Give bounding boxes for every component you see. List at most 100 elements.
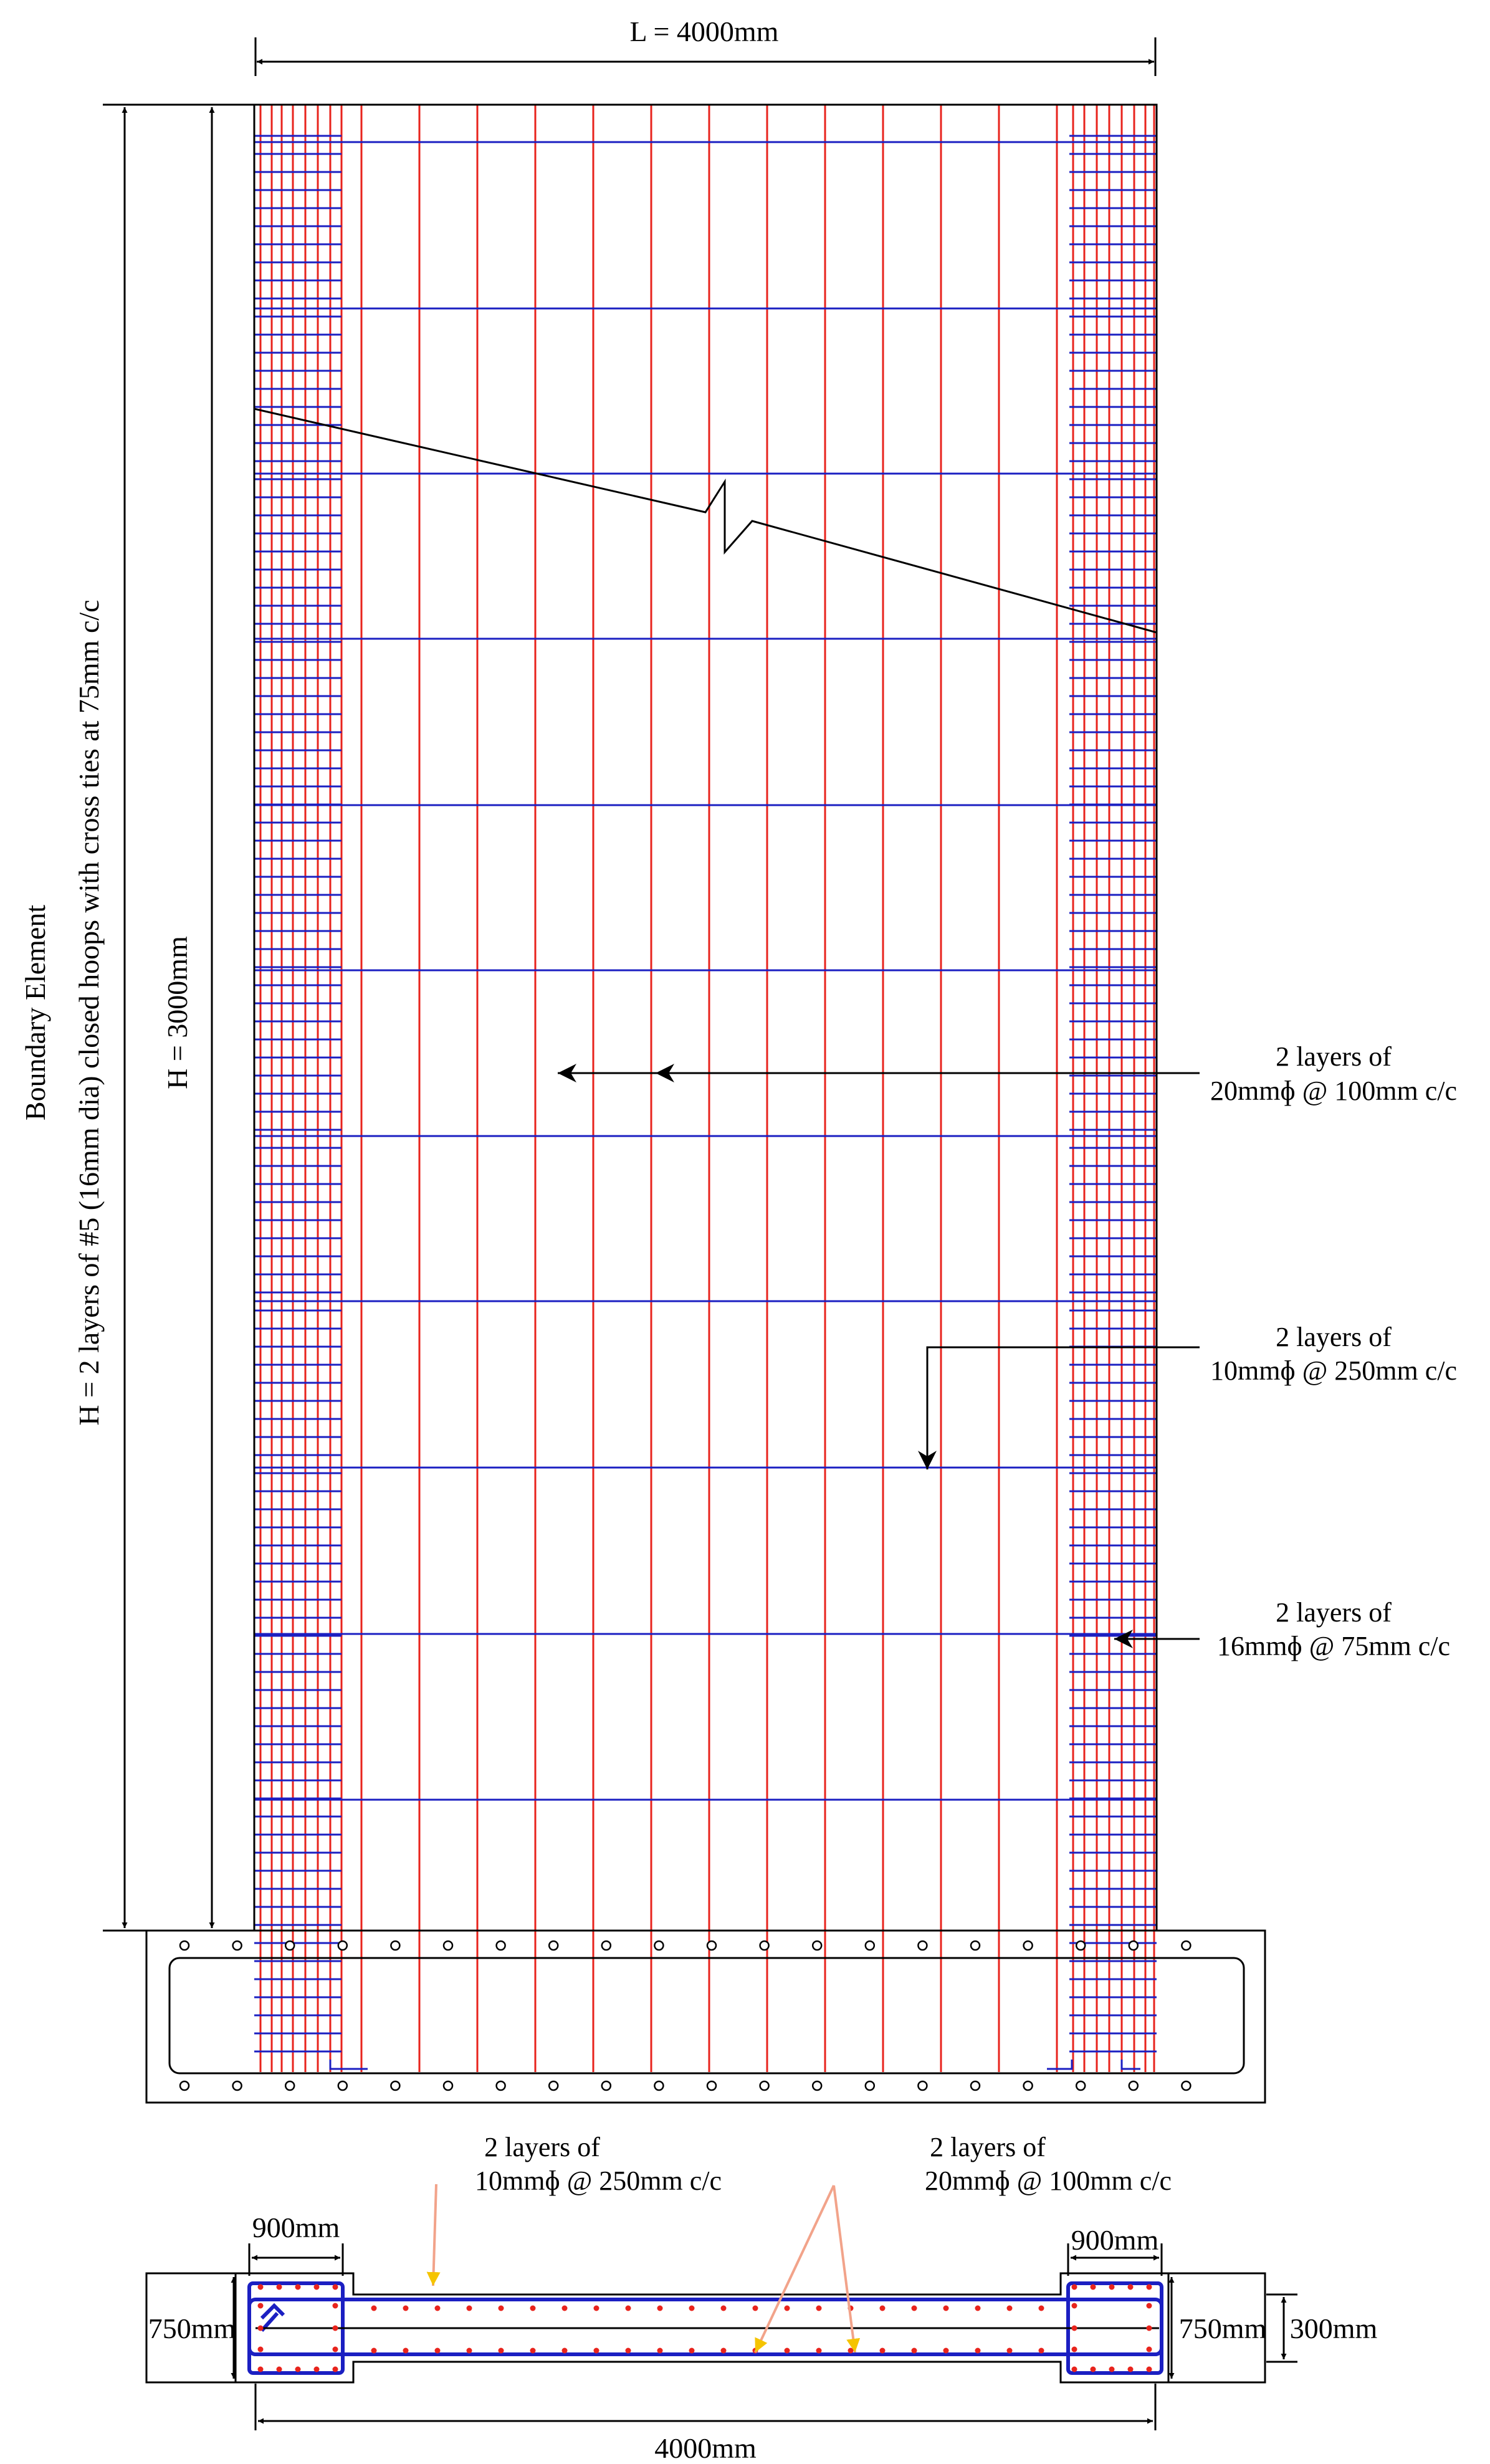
section-bar (1090, 2284, 1096, 2290)
section-bar (498, 2347, 504, 2354)
section-bar (276, 2284, 282, 2290)
section-bar (1109, 2284, 1115, 2290)
foundation-beam (145, 1929, 1266, 2104)
callout-boundary-line2: 16mmɸ @ 75mm c/c (1217, 1631, 1450, 1661)
section-bar (625, 2347, 631, 2354)
section-bar (879, 2347, 886, 2354)
bar-hook (1047, 2060, 1073, 2070)
section-bar (403, 2347, 409, 2354)
section-bar-dots (257, 2284, 1152, 2372)
height-dimension: H = 3000mm Boundary Element H = 2 layers… (19, 103, 257, 1932)
section-bar (689, 2305, 695, 2311)
section-bar (657, 2305, 663, 2311)
foundation-top-bar (1128, 1940, 1139, 1951)
foundation-top-bar (442, 1940, 454, 1951)
foundation-bottom-bar (1023, 2080, 1033, 2091)
vertical-bars (259, 105, 1155, 2072)
section-bar (943, 2305, 949, 2311)
boundary-width-dimension-right: 900mm (1067, 2224, 1163, 2276)
section-pointers (426, 2184, 861, 2353)
foundation-top-bar (1181, 1940, 1192, 1951)
section-bar (816, 2347, 822, 2354)
section-bar (720, 2347, 727, 2354)
foundation-bottom-bar (179, 2080, 190, 2091)
section-bar (975, 2305, 981, 2311)
section-bar (1071, 2284, 1077, 2290)
boundary-element-description: H = 2 layers of #5 (16mm dia) closed hoo… (73, 599, 105, 1425)
length-label: L = 4000mm (630, 16, 779, 47)
section-bar (1071, 2366, 1077, 2372)
section-bar (784, 2347, 790, 2354)
callout-horizontal-line2: 10mmɸ @ 250mm c/c (1210, 1355, 1457, 1386)
section-bar (1071, 2303, 1077, 2309)
section-bar (1006, 2347, 1013, 2354)
foundation-bottom-bar (495, 2080, 506, 2091)
foundation-top-bar (495, 1940, 506, 1951)
section-bar (879, 2305, 886, 2311)
foundation-bottom-bar (442, 2080, 454, 2091)
foundation-top-bars (179, 1940, 1192, 1951)
foundation-bottom-bar (706, 2080, 717, 2091)
section-callout-vertical-line1: 2 layers of (930, 2132, 1046, 2162)
callout-vertical-line2: 20mmɸ @ 100mm c/c (1210, 1076, 1457, 1106)
foundation-top-bar (654, 1940, 664, 1951)
foundation-top-bar (1023, 1940, 1033, 1951)
wall-cross-section: 2 layers of 10mmɸ @ 250mm c/c 2 layers o… (145, 2132, 1378, 2464)
callout-horizontal-bars: 2 layers of 10mmɸ @ 250mm c/c (918, 1322, 1457, 1469)
section-bar (593, 2347, 599, 2354)
section-bar (625, 2305, 631, 2311)
section-bar (911, 2347, 917, 2354)
foundation-top-bar (706, 1940, 717, 1951)
section-bar (371, 2347, 377, 2354)
foundation-top-bar (970, 1940, 981, 1951)
section-ties (247, 2281, 1163, 2375)
section-bar (848, 2347, 854, 2354)
web-thickness: 300mm (1290, 2313, 1378, 2344)
section-bar (1127, 2284, 1134, 2290)
section-bar (403, 2305, 409, 2311)
section-bar (257, 2284, 264, 2290)
boundary-depth-right: 750mm (1179, 2313, 1267, 2344)
height-label: H = 3000mm (161, 936, 193, 1089)
callout-horizontal-line1: 2 layers of (1276, 1322, 1392, 1352)
callout-vertical-line1: 2 layers of (1276, 1041, 1392, 1072)
bar-hook (329, 2060, 368, 2070)
foundation-bottom-bar (759, 2080, 770, 2091)
section-bar (816, 2305, 822, 2311)
section-length-dimension: 4000mm (254, 2384, 1157, 2464)
section-bar (313, 2284, 320, 2290)
section-bar (1038, 2347, 1044, 2354)
boundary-depth-left: 750mm (148, 2313, 236, 2344)
section-bar (434, 2305, 441, 2311)
section-bar (257, 2325, 264, 2331)
section-total-length: 4000mm (654, 2432, 757, 2464)
foundation-bottom-bar (1128, 2080, 1139, 2091)
section-bar (371, 2305, 377, 2311)
section-bar (784, 2305, 790, 2311)
foundation-stirrup (168, 1957, 1245, 2075)
boundary-depth-dimension-left: 750mm (148, 2277, 237, 2379)
section-bar (332, 2325, 338, 2331)
section-bar (1146, 2284, 1152, 2290)
section-bar (689, 2347, 695, 2354)
section-bar (1006, 2305, 1013, 2311)
section-bar (593, 2305, 599, 2311)
section-callout-horizontal-line1: 2 layers of (484, 2132, 600, 2162)
section-bar (313, 2366, 320, 2372)
section-bar (561, 2347, 568, 2354)
section-callout-vertical-line2: 20mmɸ @ 100mm c/c (925, 2166, 1172, 2196)
foundation-top-bar (548, 1940, 559, 1951)
foundation-top-bar (864, 1940, 876, 1951)
wall-outline (253, 103, 1158, 1932)
section-bar (911, 2305, 917, 2311)
foundation-top-bar (284, 1940, 295, 1951)
boundary-width-left: 900mm (252, 2212, 340, 2243)
section-bar (1146, 2346, 1152, 2352)
section-bar (466, 2347, 472, 2354)
section-bar (530, 2305, 536, 2311)
boundary-width-dimension-left: 900mm (248, 2212, 344, 2276)
section-bar (466, 2305, 472, 2311)
bar-hook (1120, 2060, 1140, 2070)
callout-boundary-line1: 2 layers of (1276, 1597, 1392, 1628)
callout-vertical-bars: 2 layers of 20mmɸ @ 100mm c/c (558, 1041, 1457, 1106)
